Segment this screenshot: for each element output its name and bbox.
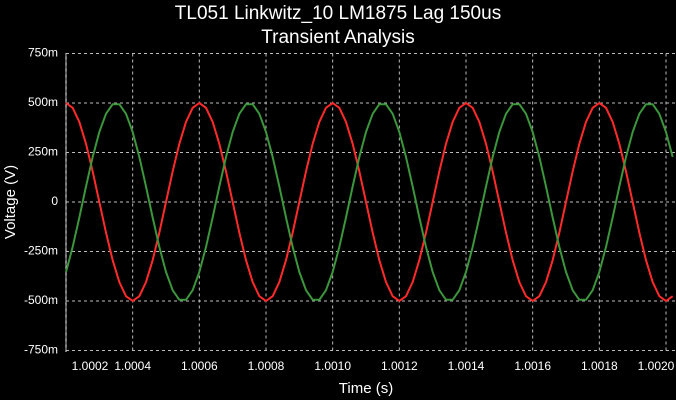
y-axis-label: Voltage (V) (2, 165, 19, 239)
y-tick-label: -500m (24, 293, 58, 307)
y-tick-label: 250m (28, 145, 58, 159)
x-tick-label: 1.0002 (72, 359, 109, 373)
x-tick-label: 1.0006 (181, 359, 218, 373)
y-tick-label: -250m (24, 244, 58, 258)
x-tick-label: 1.0012 (381, 359, 418, 373)
series-line (65, 103, 674, 301)
x-tick-label: 1.0010 (314, 359, 351, 373)
x-tick-label: 1.0018 (581, 359, 618, 373)
y-tick-label: -750m (24, 343, 58, 357)
series-line (65, 102, 674, 302)
x-tick-label: 1.0016 (514, 359, 551, 373)
x-tick-label: 1.0014 (448, 359, 485, 373)
x-tick-label: 1.0008 (248, 359, 285, 373)
y-tick-label: 750m (28, 46, 58, 60)
chart-subtitle: Transient Analysis (261, 27, 414, 48)
x-tick-label: 1.0004 (114, 359, 151, 373)
y-tick-label: 500m (28, 95, 58, 109)
chart-title: TL051 Linkwitz_10 LM1875 Lag 150us (175, 3, 501, 24)
y-tick-label: 0 (51, 194, 58, 208)
x-axis-label: Time (s) (339, 380, 393, 397)
x-tick-label: 1.0020 (638, 359, 675, 373)
